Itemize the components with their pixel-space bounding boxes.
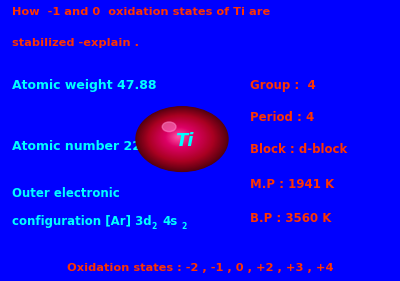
Circle shape [163,126,196,149]
Text: Atomic number 22: Atomic number 22 [12,140,141,153]
Circle shape [150,117,212,160]
Text: Period : 4: Period : 4 [250,111,314,124]
Circle shape [161,124,198,150]
Text: Group :  4: Group : 4 [250,79,316,92]
Circle shape [156,121,205,155]
Circle shape [153,119,208,157]
Circle shape [157,122,203,154]
Text: configuration [Ar] 3d: configuration [Ar] 3d [12,215,152,228]
Circle shape [170,131,188,144]
Text: Ti: Ti [175,132,193,149]
Circle shape [140,109,224,169]
Text: Oxidation states : -2 , -1 , 0 , +2 , +3 , +4: Oxidation states : -2 , -1 , 0 , +2 , +3… [67,262,333,273]
Circle shape [142,111,220,166]
Circle shape [161,124,199,151]
Circle shape [138,108,226,170]
Circle shape [148,115,214,162]
Circle shape [165,127,194,148]
Circle shape [138,108,226,170]
Circle shape [160,124,200,152]
Circle shape [137,107,227,171]
Text: 4s: 4s [162,215,177,228]
Circle shape [176,135,181,138]
Text: Atomic weight 47.88: Atomic weight 47.88 [12,79,156,92]
Circle shape [154,119,207,157]
Circle shape [152,118,209,158]
Circle shape [156,121,204,155]
Circle shape [176,135,182,139]
Circle shape [170,131,188,143]
Text: Block : d-block: Block : d-block [250,143,347,156]
Circle shape [158,123,202,153]
Circle shape [164,126,196,149]
Circle shape [143,112,220,166]
Circle shape [171,132,186,142]
Circle shape [164,127,195,148]
Text: stabilized -explain .: stabilized -explain . [12,38,139,48]
Circle shape [139,109,225,169]
Circle shape [145,113,217,164]
Circle shape [142,111,221,167]
Text: Outer electronic: Outer electronic [12,187,120,200]
Circle shape [159,123,201,152]
Circle shape [144,113,218,164]
Circle shape [154,120,206,156]
Circle shape [177,135,180,138]
Circle shape [167,129,192,146]
Circle shape [136,107,228,171]
Circle shape [166,128,192,146]
Text: B.P : 3560 K: B.P : 3560 K [250,212,331,225]
Circle shape [173,133,184,140]
Text: M.P : 1941 K: M.P : 1941 K [250,178,334,191]
Circle shape [152,118,210,158]
Circle shape [141,110,222,167]
Circle shape [166,128,193,147]
Circle shape [169,130,189,144]
Circle shape [174,133,183,140]
Circle shape [155,120,206,156]
Circle shape [173,133,185,141]
Circle shape [150,116,212,160]
Circle shape [175,134,182,139]
Circle shape [158,122,202,153]
Circle shape [162,122,176,132]
Text: 2: 2 [151,222,156,231]
Text: 2: 2 [181,222,186,231]
Circle shape [168,129,191,145]
Circle shape [178,136,179,137]
Text: How  -1 and 0  oxidation states of Ti are: How -1 and 0 oxidation states of Ti are [12,7,270,17]
Circle shape [147,115,215,162]
Circle shape [151,117,211,159]
Circle shape [146,114,216,163]
Circle shape [162,125,197,150]
Circle shape [146,114,216,163]
Circle shape [149,116,213,161]
Circle shape [144,112,219,165]
Circle shape [172,132,186,142]
Circle shape [168,130,190,145]
Circle shape [140,110,223,168]
